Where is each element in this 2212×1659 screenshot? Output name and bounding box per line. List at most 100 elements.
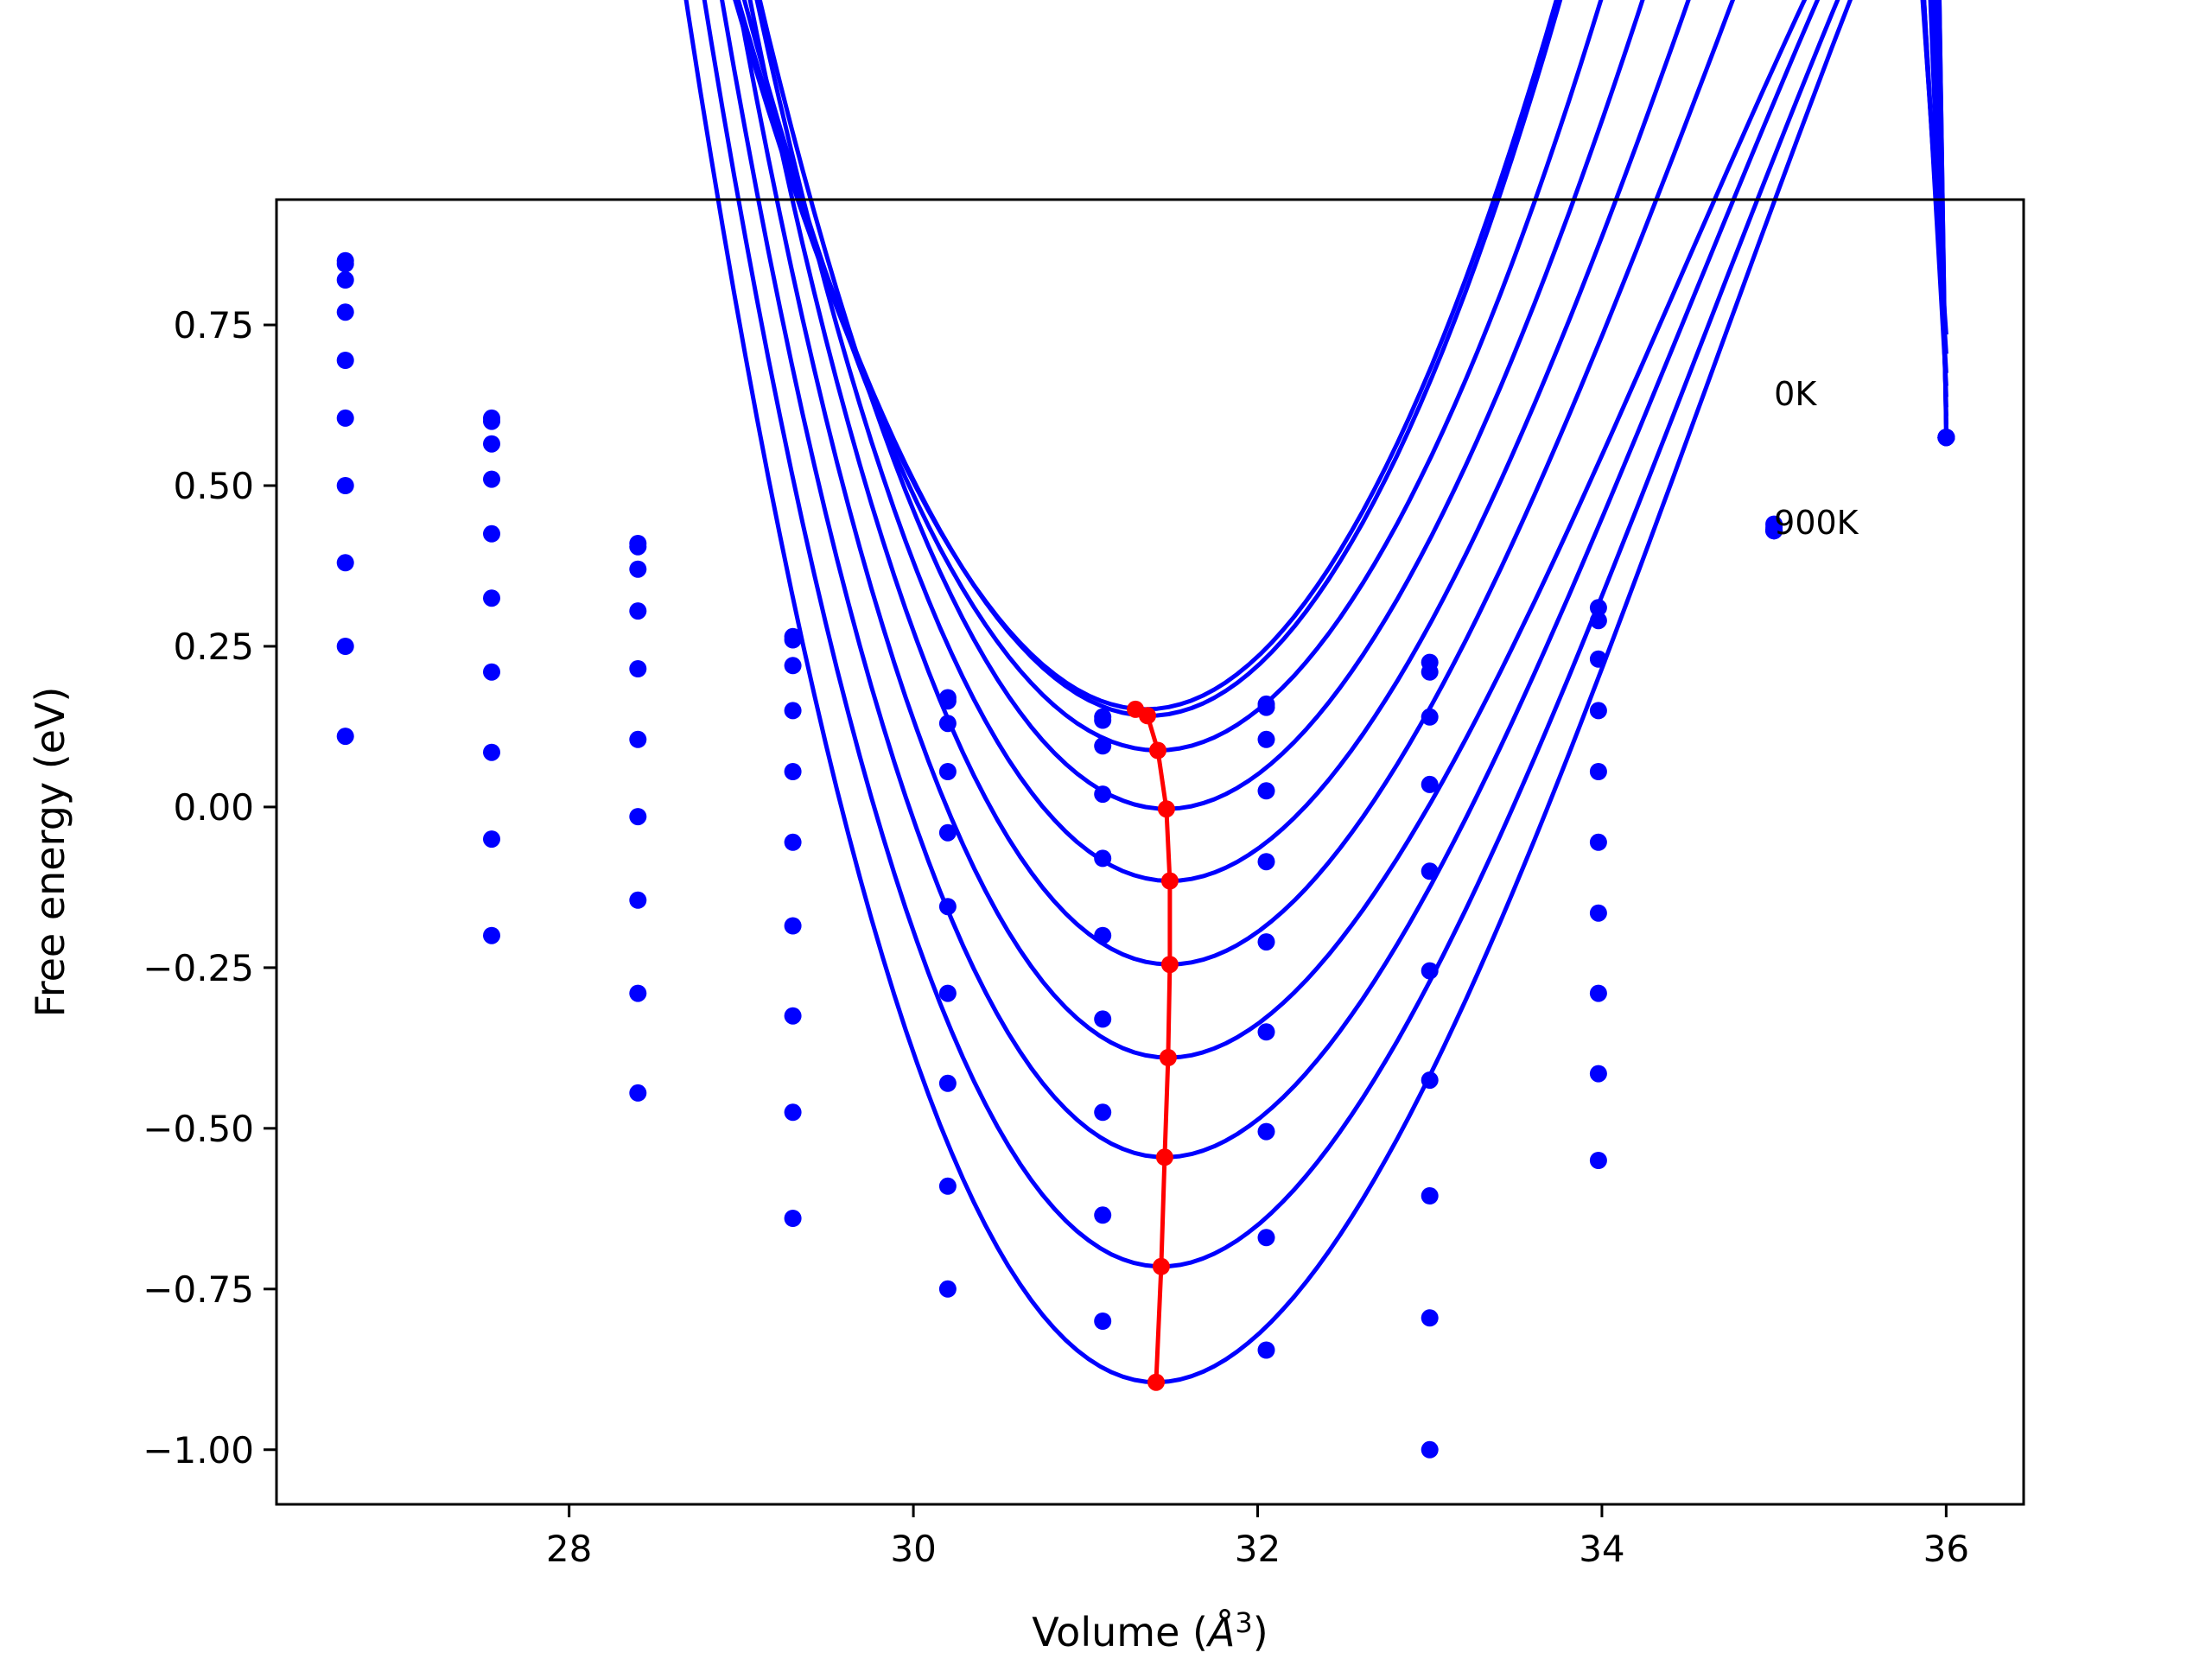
data-point xyxy=(629,660,647,677)
minima-line xyxy=(1134,707,1173,1382)
data-point xyxy=(1589,763,1607,780)
temperature-label: 0K xyxy=(1774,375,1817,413)
x-axis-label-prefix: Volume ( xyxy=(1032,1609,1208,1656)
data-point xyxy=(938,984,957,1002)
data-point xyxy=(784,1210,802,1227)
data-point xyxy=(483,524,500,543)
data-point xyxy=(1257,933,1275,951)
data-point xyxy=(1094,737,1112,755)
data-point xyxy=(483,926,500,944)
y-tick-label: 0.50 xyxy=(173,465,254,507)
data-point xyxy=(629,602,647,620)
data-point xyxy=(784,631,802,649)
x-axis-label-exponent: 3 xyxy=(1235,1606,1252,1639)
x-tick-label: 30 xyxy=(890,1528,936,1570)
data-point xyxy=(1094,711,1112,729)
data-point xyxy=(483,435,500,453)
axes-frame xyxy=(275,198,2025,1506)
data-point xyxy=(1257,782,1275,800)
data-point xyxy=(784,917,802,935)
plot-area xyxy=(336,0,1955,1459)
data-point xyxy=(784,702,802,720)
y-tick-label: −0.25 xyxy=(143,947,254,989)
y-tick-label: −0.75 xyxy=(143,1268,254,1311)
minima-point xyxy=(1160,872,1179,890)
minima-point xyxy=(1159,1049,1177,1066)
data-point xyxy=(629,1084,647,1102)
minima-point xyxy=(1155,1148,1173,1166)
data-point xyxy=(1094,1313,1112,1330)
data-point xyxy=(1589,702,1607,720)
data-point xyxy=(1589,904,1607,922)
data-point xyxy=(1257,853,1275,871)
data-point xyxy=(1421,1071,1439,1090)
data-point xyxy=(1421,775,1439,793)
y-tick-label: 0.25 xyxy=(173,626,254,668)
fit-curve-600K xyxy=(735,0,1948,1060)
data-point xyxy=(336,352,354,369)
data-point xyxy=(1589,833,1607,851)
data-point xyxy=(629,560,647,578)
data-point xyxy=(483,470,500,488)
fit-curve-200K xyxy=(741,0,1948,753)
x-axis-label: Volume (Å3) xyxy=(1032,1606,1268,1656)
x-tick-label: 32 xyxy=(1235,1528,1281,1570)
data-point xyxy=(336,554,354,572)
data-point xyxy=(1421,1309,1439,1327)
data-point xyxy=(938,898,957,916)
data-point xyxy=(1257,698,1275,716)
fit-curve-900K xyxy=(683,0,1948,1385)
data-point xyxy=(1421,962,1439,980)
data-point xyxy=(1094,1103,1112,1122)
fit-curve-500K xyxy=(747,0,1948,967)
data-point xyxy=(784,763,802,780)
data-point xyxy=(336,271,354,289)
y-tick-label: −0.50 xyxy=(143,1108,254,1150)
data-point xyxy=(1094,849,1112,868)
data-point xyxy=(938,1074,957,1092)
data-point xyxy=(1421,1187,1439,1205)
data-point xyxy=(1094,1206,1112,1224)
data-point xyxy=(483,663,500,681)
x-axis-label-suffix: ) xyxy=(1253,1609,1268,1656)
data-point xyxy=(784,657,802,675)
data-point xyxy=(938,823,957,842)
data-point xyxy=(1589,1152,1607,1169)
y-tick-label: 0.00 xyxy=(173,786,254,829)
minima-point xyxy=(1139,707,1156,725)
data-point xyxy=(938,763,957,780)
data-point xyxy=(1257,1341,1275,1359)
data-point xyxy=(1094,1010,1112,1028)
minima-point xyxy=(1160,956,1179,974)
data-point xyxy=(938,692,957,710)
data-point xyxy=(629,730,647,748)
y-tick-label: 0.75 xyxy=(173,304,254,346)
temperature-label: 900K xyxy=(1774,504,1859,542)
x-tick-label: 34 xyxy=(1579,1528,1624,1570)
data-point xyxy=(938,715,957,733)
fit-curve-400K xyxy=(754,0,1948,883)
x-axis-ticks: 28 30 32 34 36 xyxy=(546,1504,1969,1570)
data-point xyxy=(1589,984,1607,1002)
data-point xyxy=(1421,663,1439,681)
data-point xyxy=(1421,862,1439,880)
data-point xyxy=(1937,429,1955,447)
x-tick-label: 28 xyxy=(546,1528,592,1570)
data-point xyxy=(938,1177,957,1195)
data-point xyxy=(336,728,354,746)
data-point xyxy=(1421,1440,1439,1459)
data-point xyxy=(938,1280,957,1298)
data-point xyxy=(483,743,500,761)
data-point xyxy=(483,412,500,430)
data-point xyxy=(629,891,647,909)
data-point xyxy=(483,830,500,849)
data-point xyxy=(629,537,647,556)
data-point xyxy=(784,1007,802,1025)
fit-curve-800K xyxy=(702,0,1948,1269)
temperature-annotations: 0K 900K xyxy=(1774,375,1859,542)
data-point xyxy=(1421,708,1439,726)
data-point xyxy=(1094,926,1112,944)
y-tick-label: −1.00 xyxy=(143,1429,254,1471)
data-point xyxy=(784,1103,802,1122)
data-point xyxy=(1589,599,1607,617)
